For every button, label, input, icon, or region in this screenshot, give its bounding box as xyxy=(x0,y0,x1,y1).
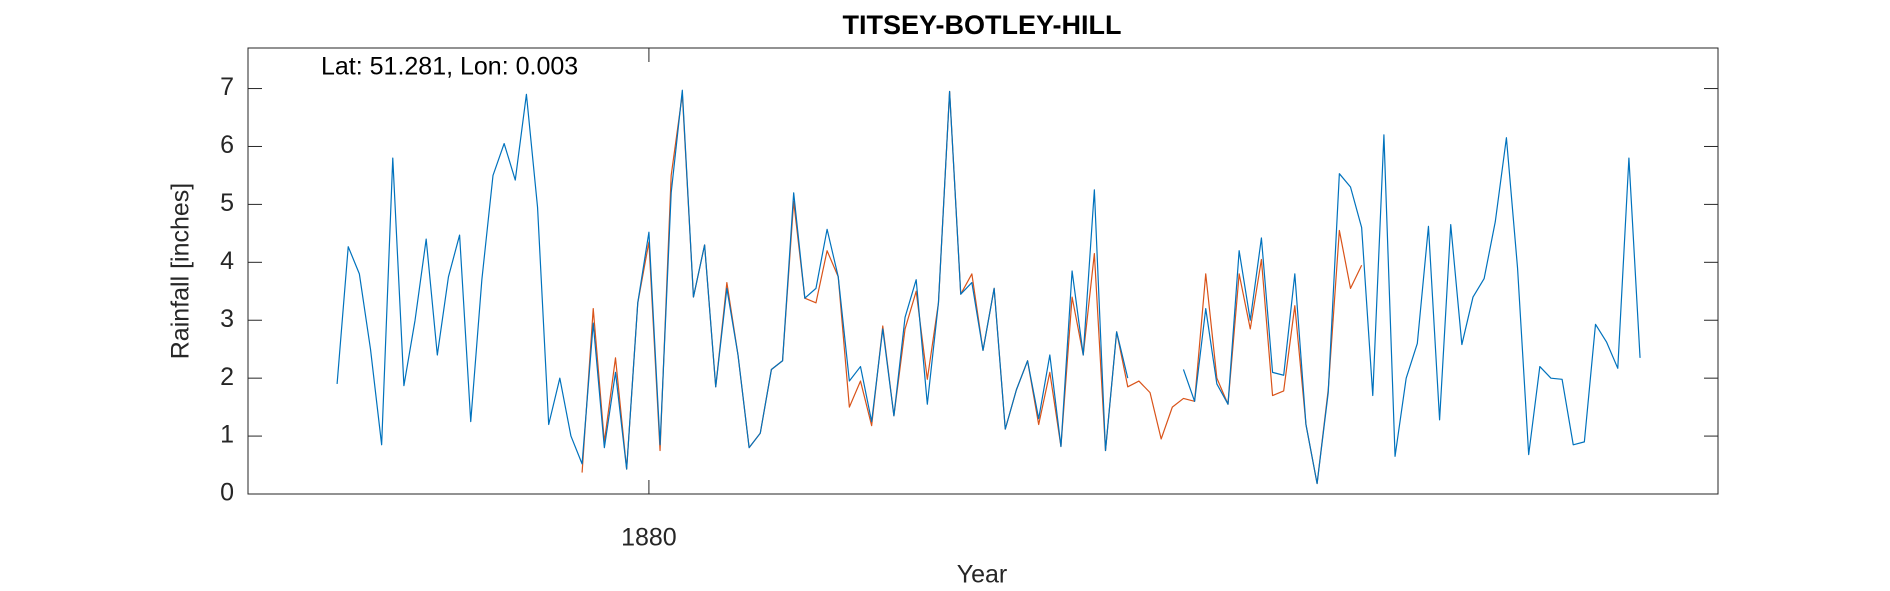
y-tick-label: 5 xyxy=(220,189,234,217)
y-axis-label: Rainfall [inches] xyxy=(167,183,195,359)
y-tick-label: 6 xyxy=(220,131,234,159)
x-tick-label: 1880 xyxy=(621,524,677,552)
y-tick-label: 2 xyxy=(220,363,234,391)
chart-title: TITSEY-BOTLEY-HILL xyxy=(842,10,1121,40)
series-line xyxy=(336,89,1641,485)
annotation: Lat: 51.281, Lon: 0.003 xyxy=(321,53,578,81)
y-tick-label: 7 xyxy=(220,73,234,101)
y-tick-label: 3 xyxy=(220,305,234,333)
y-tick-label: 1 xyxy=(220,421,234,449)
plot-frame xyxy=(247,47,1719,495)
y-tick-label: 0 xyxy=(220,479,234,507)
y-tick-label: 4 xyxy=(220,247,234,275)
x-axis-label: Year xyxy=(957,561,1008,589)
